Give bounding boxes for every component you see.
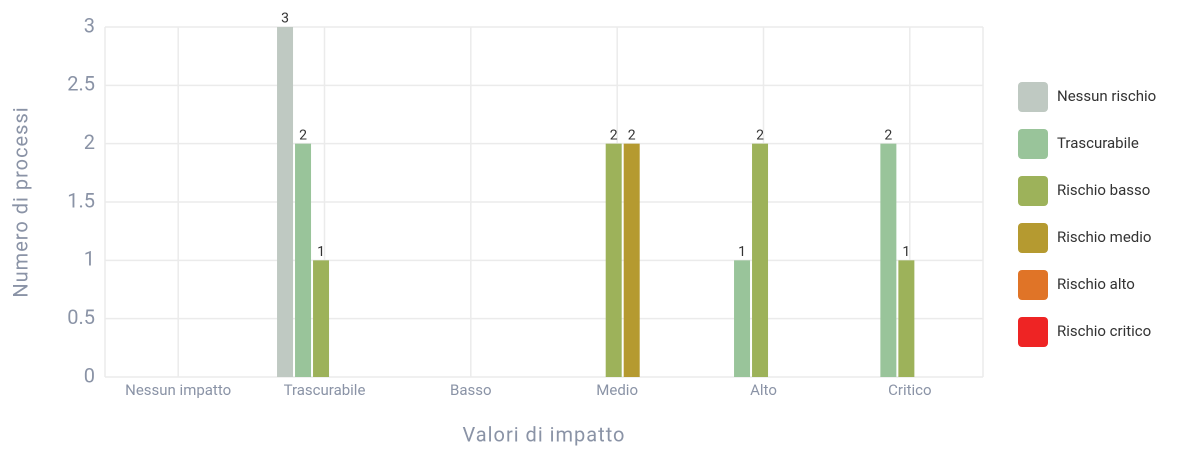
bar — [734, 260, 751, 377]
bar — [752, 143, 769, 377]
bar — [880, 143, 897, 377]
bar — [605, 143, 622, 377]
y-tick-label: 0.5 — [67, 305, 95, 329]
y-tick-label: 0 — [84, 363, 95, 387]
x-tick-label: Medio — [596, 381, 638, 399]
data-label: 2 — [756, 127, 764, 143]
bar — [277, 27, 294, 377]
bar — [313, 260, 330, 377]
legend-label: Rischio basso — [1057, 181, 1150, 199]
data-label: 2 — [884, 127, 892, 143]
x-axis-title: Valori di impatto — [463, 422, 626, 446]
y-tick-label: 1 — [84, 247, 95, 271]
x-tick-label: Trascurabile — [284, 381, 366, 399]
legend-swatch — [1018, 317, 1048, 347]
legend-swatch — [1018, 129, 1048, 159]
x-tick-label: Alto — [750, 381, 777, 399]
y-tick-label: 2 — [84, 130, 95, 154]
data-label: 1 — [902, 244, 910, 260]
data-label: 1 — [317, 244, 325, 260]
legend-label: Nessun rischio — [1057, 87, 1156, 105]
x-tick-label: Nessun impatto — [125, 381, 231, 399]
legend-label: Rischio alto — [1057, 275, 1135, 293]
y-tick-label: 1.5 — [67, 188, 95, 212]
data-label: 3 — [281, 11, 289, 27]
data-label: 2 — [299, 127, 307, 143]
data-label: 2 — [610, 127, 618, 143]
bar — [295, 143, 312, 377]
data-label: 1 — [738, 244, 746, 260]
legend-label: Trascurabile — [1057, 134, 1139, 152]
bar — [623, 143, 640, 377]
y-axis-title: Numero di processi — [8, 106, 32, 297]
data-label: 2 — [628, 127, 636, 143]
legend-label: Rischio medio — [1057, 228, 1151, 246]
y-tick-label: 3 — [84, 13, 95, 37]
legend-swatch — [1018, 270, 1048, 300]
y-tick-label: 2.5 — [67, 72, 95, 96]
bar — [898, 260, 915, 377]
x-tick-label: Critico — [888, 381, 931, 399]
legend-swatch — [1018, 82, 1048, 112]
legend-swatch — [1018, 176, 1048, 206]
legend-label: Rischio critico — [1057, 322, 1151, 340]
legend-swatch — [1018, 223, 1048, 253]
x-tick-label: Basso — [450, 381, 492, 399]
